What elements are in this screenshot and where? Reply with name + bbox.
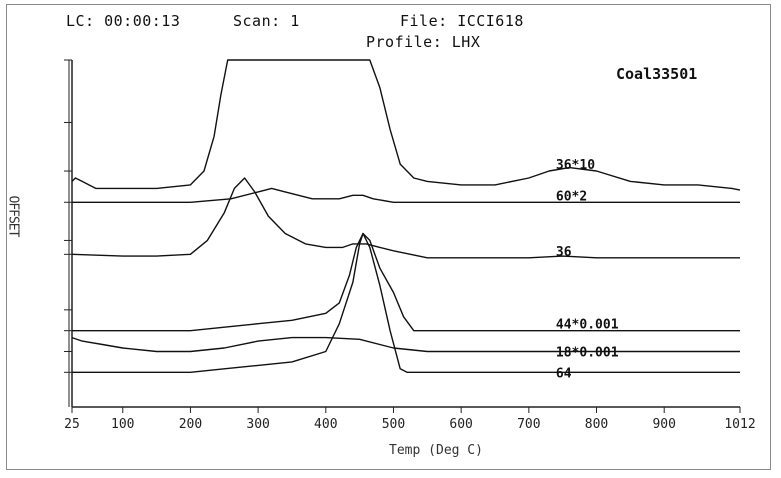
x-axis-label: Temp (Deg C) — [389, 443, 483, 458]
series-line-1 — [72, 188, 740, 202]
series-label-0: 36*10 — [556, 158, 595, 173]
x-tick-label: 25 — [64, 417, 80, 432]
x-tick-label: 1012 — [724, 417, 755, 432]
series-label-1: 60*2 — [556, 189, 587, 204]
x-tick-label: 100 — [111, 417, 134, 432]
y-axis-label: OFFSET — [6, 196, 21, 238]
series-line-2 — [72, 178, 740, 258]
x-tick-label: 800 — [585, 417, 608, 432]
x-tick-label: 700 — [517, 417, 540, 432]
chart-title: Coal33501 — [616, 65, 697, 83]
series-label-3: 44*0.001 — [556, 318, 619, 333]
x-tick-label: 300 — [246, 417, 269, 432]
x-tick-label: 400 — [314, 417, 337, 432]
series-label-2: 36 — [556, 245, 572, 260]
x-tick-label: 600 — [449, 417, 472, 432]
series-label-4: 18*0.001 — [556, 345, 619, 360]
series-line-4 — [72, 338, 740, 352]
x-tick-label: 500 — [382, 417, 405, 432]
x-tick-label: 900 — [652, 417, 675, 432]
x-tick-label: 200 — [179, 417, 202, 432]
series-line-3 — [72, 234, 740, 331]
series-label-5: 64 — [556, 366, 572, 381]
